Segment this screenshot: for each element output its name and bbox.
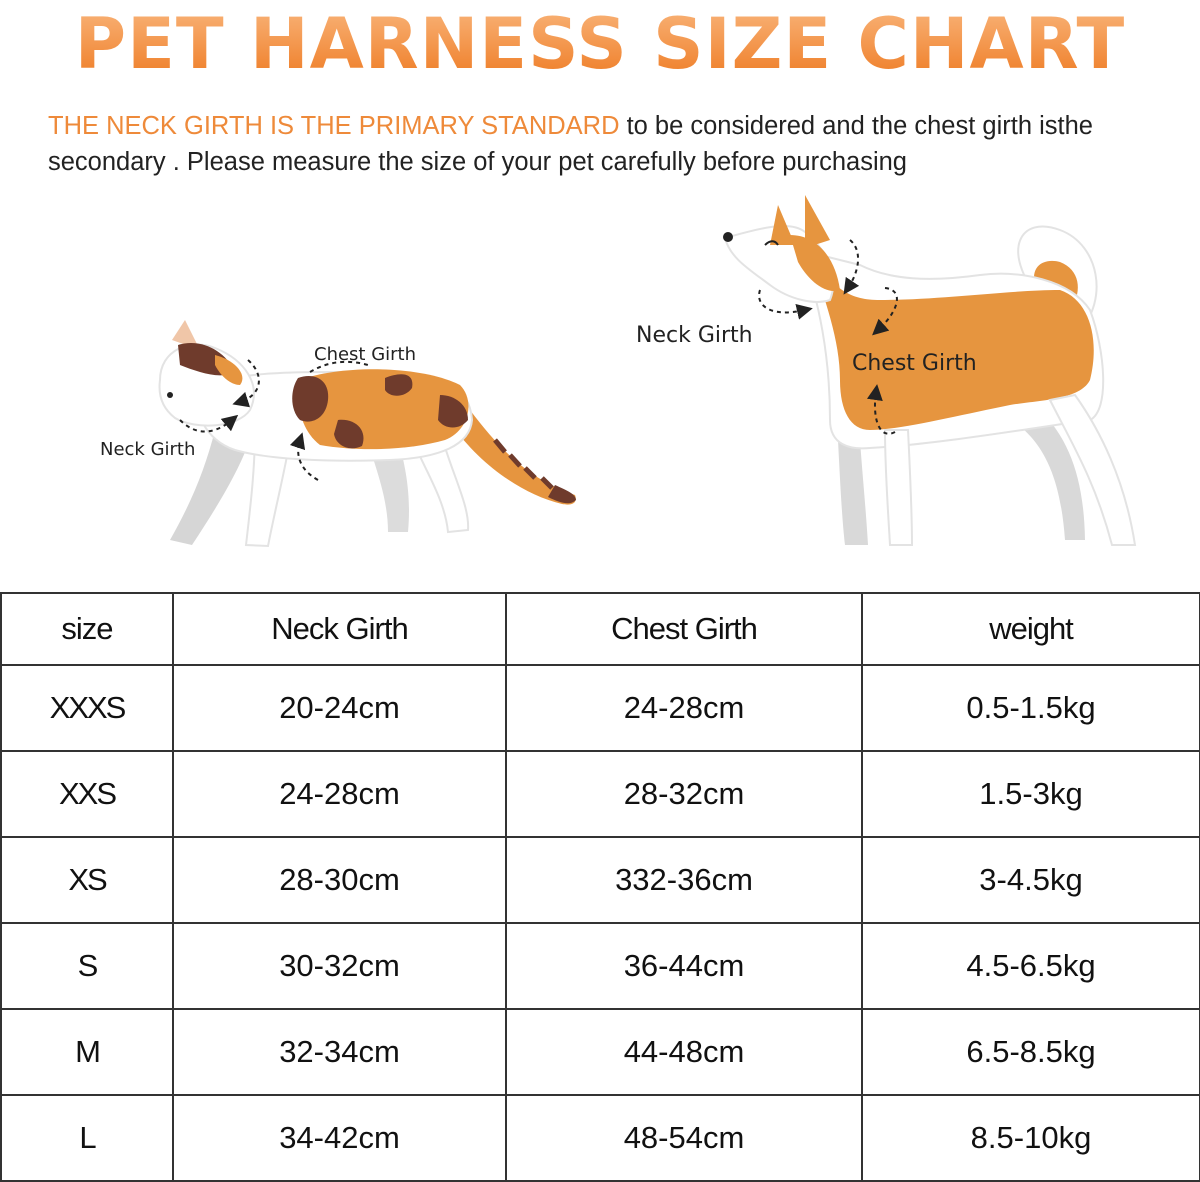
chest-girth-cell: 332-36cm: [505, 836, 863, 924]
size-cell: L: [0, 1094, 174, 1182]
size-cell: XXXS: [0, 664, 174, 752]
header-chest-girth: Chest Girth: [505, 592, 863, 666]
page-title: PET HARNESS SIZE CHART: [0, 4, 1200, 84]
size-cell: M: [0, 1008, 174, 1096]
neck-girth-cell: 28-30cm: [172, 836, 507, 924]
size-cell: S: [0, 922, 174, 1010]
cat-illustration: Chest Girth Neck Girth: [100, 320, 576, 548]
subtitle: THE NECK GIRTH IS THE PRIMARY STANDARD t…: [48, 108, 1188, 180]
chest-girth-cell: 28-32cm: [505, 750, 863, 838]
weight-cell: 1.5-3kg: [861, 750, 1200, 838]
table-row: XS 28-30cm 332-36cm 3-4.5kg: [0, 836, 1200, 924]
size-chart-table: size Neck Girth Chest Girth weight XXXS …: [0, 592, 1200, 1182]
dog-illustration: Neck Girth Chest Girth: [636, 195, 1137, 546]
subtitle-text: to be considered and the chest girth ist…: [48, 112, 1093, 176]
dog-neck-girth-label: Neck Girth: [636, 323, 753, 348]
weight-cell: 4.5-6.5kg: [861, 922, 1200, 1010]
weight-cell: 8.5-10kg: [861, 1094, 1200, 1182]
neck-girth-cell: 32-34cm: [172, 1008, 507, 1096]
cat-neck-girth-label: Neck Girth: [100, 439, 195, 460]
neck-girth-cell: 30-32cm: [172, 922, 507, 1010]
chest-girth-cell: 44-48cm: [505, 1008, 863, 1096]
cat-chest-girth-label: Chest Girth: [314, 344, 416, 365]
header-weight: weight: [861, 592, 1200, 666]
table-header-row: size Neck Girth Chest Girth weight: [0, 592, 1200, 666]
table-row: XXXS 20-24cm 24-28cm 0.5-1.5kg: [0, 664, 1200, 752]
table-row: S 30-32cm 36-44cm 4.5-6.5kg: [0, 922, 1200, 1010]
weight-cell: 6.5-8.5kg: [861, 1008, 1200, 1096]
size-cell: XXS: [0, 750, 174, 838]
table-row: M 32-34cm 44-48cm 6.5-8.5kg: [0, 1008, 1200, 1096]
table-row: L 34-42cm 48-54cm 8.5-10kg: [0, 1094, 1200, 1182]
subtitle-highlight: THE NECK GIRTH IS THE PRIMARY STANDARD: [48, 112, 620, 140]
neck-girth-cell: 34-42cm: [172, 1094, 507, 1182]
chest-girth-cell: 48-54cm: [505, 1094, 863, 1182]
neck-girth-cell: 24-28cm: [172, 750, 507, 838]
neck-girth-cell: 20-24cm: [172, 664, 507, 752]
dog-chest-girth-label: Chest Girth: [852, 351, 977, 376]
chest-girth-cell: 24-28cm: [505, 664, 863, 752]
table-row: XXS 24-28cm 28-32cm 1.5-3kg: [0, 750, 1200, 838]
size-cell: XS: [0, 836, 174, 924]
header-neck-girth: Neck Girth: [172, 592, 507, 666]
weight-cell: 0.5-1.5kg: [861, 664, 1200, 752]
chest-girth-cell: 36-44cm: [505, 922, 863, 1010]
header-size: size: [0, 592, 174, 666]
weight-cell: 3-4.5kg: [861, 836, 1200, 924]
pet-illustration: Chest Girth Neck Girth Neck Girth Chest …: [100, 195, 1137, 548]
